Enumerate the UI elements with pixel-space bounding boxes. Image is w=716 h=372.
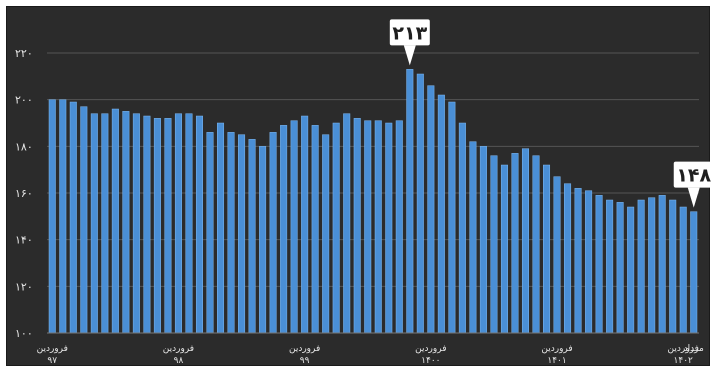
bar — [543, 164, 551, 334]
bar — [511, 153, 519, 334]
y-tick-label: ۱۰۰ — [15, 327, 33, 340]
bar — [238, 134, 246, 334]
bar — [48, 99, 56, 334]
bar — [343, 113, 351, 334]
bar — [564, 183, 572, 334]
callout-box — [673, 161, 711, 188]
bar — [437, 94, 445, 334]
callout-box — [389, 19, 430, 46]
bar — [290, 120, 298, 334]
bar — [416, 73, 424, 334]
bar — [353, 118, 361, 334]
bar — [553, 176, 561, 334]
x-tick-label: فروردین — [289, 344, 320, 354]
y-tick-label: ۱۸۰ — [15, 140, 33, 153]
bar — [332, 122, 340, 334]
bar — [521, 148, 529, 334]
bar — [595, 195, 603, 334]
bar — [479, 146, 487, 334]
bar — [627, 206, 635, 334]
x-tick-label: فروردین — [415, 344, 446, 354]
x-tick-label: فروردین — [541, 344, 572, 354]
x-tick-label: مرداد — [684, 344, 704, 354]
bar — [122, 111, 130, 334]
bar — [164, 118, 172, 334]
bar — [280, 125, 288, 334]
bar — [469, 141, 477, 334]
bar — [132, 113, 140, 334]
callout-arrow — [403, 45, 416, 66]
bar — [195, 115, 203, 334]
x-tick-year-label: ۹۷ — [47, 356, 57, 366]
x-tick-label: فروردین — [163, 344, 194, 354]
bar — [101, 113, 109, 334]
bar — [322, 134, 330, 334]
bar — [679, 206, 687, 334]
bar — [637, 199, 645, 334]
x-tick-year-label: ۱۴۰۲ — [674, 356, 694, 366]
callout-label: ۲۱۳ — [392, 22, 427, 44]
x-tick-year-label: ۹۸ — [174, 356, 184, 366]
bar — [500, 164, 508, 334]
y-tick-label: ۱۶۰ — [15, 187, 33, 200]
bar — [153, 118, 161, 334]
bar — [90, 113, 98, 334]
callout-label: ۱۴۸ — [676, 165, 711, 187]
y-tick-label: ۲۰۰ — [15, 94, 33, 107]
bar — [385, 122, 393, 334]
bar — [448, 101, 456, 334]
bar — [406, 69, 414, 334]
bar — [374, 120, 382, 334]
bar — [111, 108, 119, 334]
bar — [59, 99, 67, 334]
x-tick-label: فروردین — [37, 344, 68, 354]
bar — [658, 195, 666, 334]
bar — [532, 155, 540, 334]
bar — [248, 139, 256, 334]
y-tick-label: ۱۲۰ — [15, 280, 33, 293]
bar — [80, 106, 88, 334]
bar — [364, 120, 372, 334]
bar — [427, 85, 435, 334]
bar — [69, 101, 77, 334]
bar — [458, 122, 466, 334]
x-tick-label: فروردین — [668, 344, 699, 354]
bar — [259, 146, 267, 334]
bar — [585, 190, 593, 334]
bar — [574, 188, 582, 334]
bar — [206, 132, 214, 334]
bar — [616, 202, 624, 334]
bar — [395, 120, 403, 334]
bar — [174, 113, 182, 334]
x-tick-year-label: ۱۴۰۰ — [421, 356, 440, 366]
bar — [301, 115, 309, 334]
bar-chart: ۱۰۰ ۱۲۰ ۱۴۰ ۱۶۰ ۱۸۰ ۲۰۰ ۲۲۰ فروردین ۹۷ فروردین ۹۸ ف… — [15, 19, 711, 366]
bar — [143, 115, 151, 334]
bar — [490, 155, 498, 334]
bar — [648, 197, 656, 334]
bar — [690, 211, 698, 334]
x-tick-year-label: ۱۴۰۱ — [547, 356, 566, 366]
callout-arrow — [687, 187, 700, 208]
bar — [185, 113, 193, 334]
bar — [311, 125, 319, 334]
bar — [669, 199, 677, 334]
bar — [227, 132, 235, 334]
bar — [269, 132, 277, 334]
x-tick-year-label: ۹۹ — [300, 356, 310, 366]
chart-frame: ۱۰۰ ۱۲۰ ۱۴۰ ۱۶۰ ۱۸۰ ۲۰۰ ۲۲۰ فروردین ۹۷ فروردین ۹۸ ف… — [6, 6, 711, 366]
bar — [606, 199, 614, 334]
bar — [217, 122, 225, 334]
y-tick-label: ۲۲۰ — [15, 47, 33, 60]
y-tick-label: ۱۴۰ — [15, 234, 33, 247]
